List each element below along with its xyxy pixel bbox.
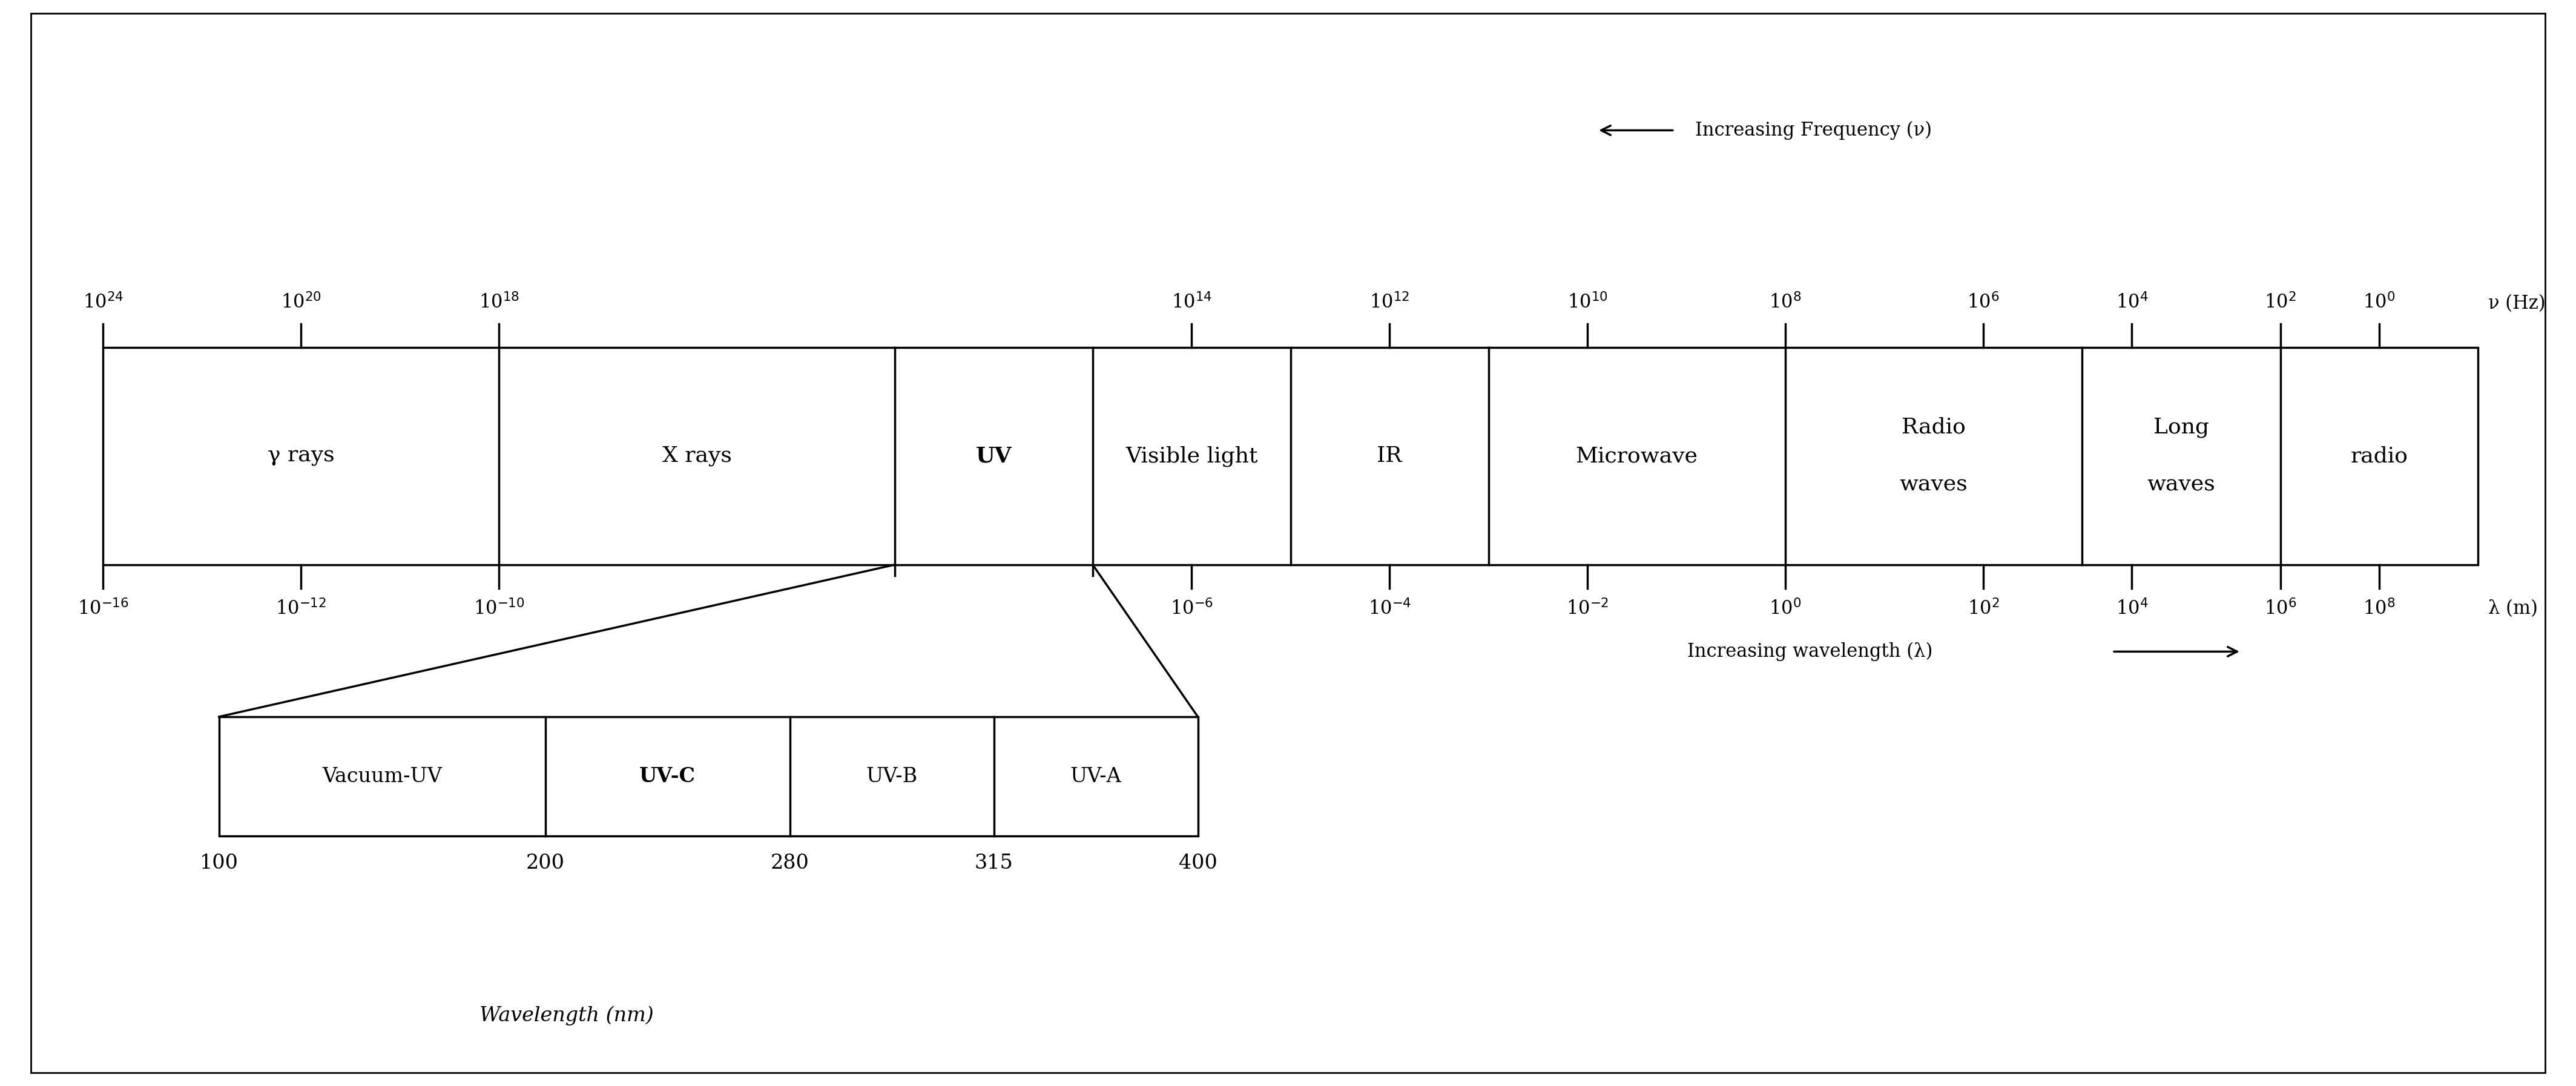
Text: 10$^{8}$: 10$^{8}$	[1770, 293, 1801, 313]
Text: IR: IR	[1378, 446, 1401, 466]
Text: 280: 280	[770, 854, 809, 873]
Text: UV: UV	[976, 446, 1012, 466]
Text: 10$^{-2}$: 10$^{-2}$	[1566, 599, 1610, 619]
Bar	[219, 717, 1198, 836]
Text: 10$^{-12}$: 10$^{-12}$	[276, 599, 327, 619]
Text: 10$^{-10}$: 10$^{-10}$	[474, 599, 526, 619]
Text: λ (m): λ (m)	[2488, 599, 2537, 618]
Text: 10$^{0}$: 10$^{0}$	[1770, 599, 1801, 619]
Text: Radio

waves: Radio waves	[1899, 417, 1968, 495]
Text: 10$^{4}$: 10$^{4}$	[2115, 293, 2148, 313]
Text: 10$^{2}$: 10$^{2}$	[2264, 293, 2295, 313]
Text: 10$^{14}$: 10$^{14}$	[1172, 293, 1211, 313]
Text: 10$^{18}$: 10$^{18}$	[479, 293, 520, 313]
Text: UV-C: UV-C	[639, 767, 696, 786]
Text: 200: 200	[526, 854, 564, 873]
Text: ν (Hz): ν (Hz)	[2488, 294, 2545, 313]
Text: 10$^{6}$: 10$^{6}$	[1968, 293, 1999, 313]
Text: 10$^{6}$: 10$^{6}$	[2264, 599, 2295, 619]
Text: Long

waves: Long waves	[2148, 417, 2215, 495]
Text: 100: 100	[198, 854, 240, 873]
Text: 10$^{-16}$: 10$^{-16}$	[77, 599, 129, 619]
Text: 10$^{12}$: 10$^{12}$	[1370, 293, 1409, 313]
Text: 10$^{20}$: 10$^{20}$	[281, 293, 322, 313]
Text: 10$^{-6}$: 10$^{-6}$	[1170, 599, 1213, 619]
Text: Vacuum-UV: Vacuum-UV	[322, 767, 443, 786]
Text: Increasing Frequency (ν): Increasing Frequency (ν)	[1695, 121, 1932, 140]
Text: 10$^{8}$: 10$^{8}$	[2362, 599, 2396, 619]
Text: 10$^{24}$: 10$^{24}$	[82, 293, 124, 313]
Text: X rays: X rays	[662, 446, 732, 466]
Text: 400: 400	[1177, 854, 1218, 873]
Text: γ rays: γ rays	[268, 446, 335, 466]
Text: Wavelength (nm): Wavelength (nm)	[479, 1006, 654, 1025]
Text: UV-B: UV-B	[866, 767, 917, 786]
Text: Microwave: Microwave	[1577, 446, 1698, 466]
Bar	[103, 348, 2478, 565]
Text: radio: radio	[2349, 446, 2409, 466]
Text: Increasing wavelength (λ): Increasing wavelength (λ)	[1687, 642, 1932, 661]
Text: 315: 315	[974, 854, 1012, 873]
Text: 10$^{10}$: 10$^{10}$	[1566, 293, 1607, 313]
Text: 10$^{4}$: 10$^{4}$	[2115, 599, 2148, 619]
Text: Visible light: Visible light	[1126, 445, 1257, 467]
Text: 10$^{2}$: 10$^{2}$	[1968, 599, 1999, 619]
Text: 10$^{0}$: 10$^{0}$	[2362, 293, 2396, 313]
Text: UV-A: UV-A	[1069, 767, 1121, 786]
Text: 10$^{-4}$: 10$^{-4}$	[1368, 599, 1412, 619]
